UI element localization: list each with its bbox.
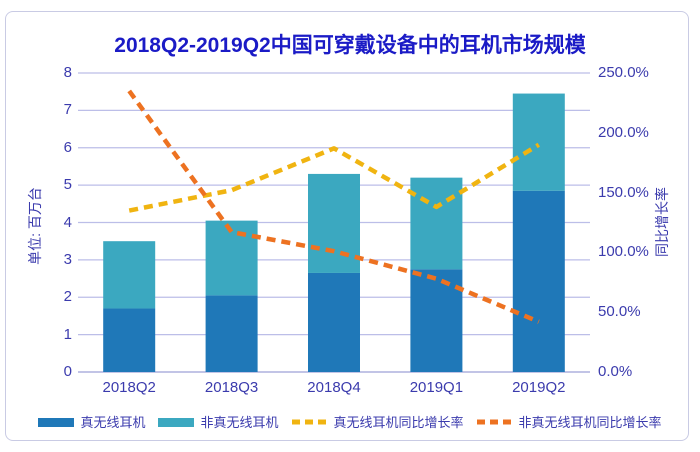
- left-axis-ticks-label: 3: [63, 250, 72, 268]
- growth-line: [127, 89, 540, 324]
- x-axis-ticks-label: 2019Q1: [409, 379, 464, 396]
- left-axis-ticks-label: 2: [63, 288, 72, 306]
- left-axis-ticks-label: 4: [63, 213, 72, 231]
- legend-label: 非真无线耳机: [200, 414, 279, 430]
- legend-label: 非真无线耳机同比增长率: [518, 414, 662, 430]
- bar-segment-tws: [410, 269, 463, 372]
- x-axis-ticks-label: 2018Q2: [102, 379, 156, 396]
- legend-label: 真无线耳机: [80, 414, 146, 430]
- left-axis-ticks-label: 5: [63, 176, 72, 194]
- bar-segment-non-tws: [308, 173, 360, 273]
- legend-item-non-tws-bar: 非真无线耳机: [158, 414, 279, 430]
- bar-segment-non-tws: [103, 241, 156, 309]
- x-axis-ticks-label: 2019Q2: [512, 379, 566, 396]
- chart-title: 2018Q2-2019Q2中国可穿戴设备中的耳机市场规模: [114, 34, 586, 57]
- right-axis-ticks-label: 100.0%: [598, 243, 649, 261]
- left-axis-ticks-label: 6: [63, 138, 72, 156]
- bar-segment-non-tws: [205, 220, 258, 296]
- right-axis-ticks-label: 150.0%: [598, 183, 649, 201]
- legend-item-tws-bar: 真无线耳机: [38, 415, 145, 430]
- left-axis-ticks-label: 0: [63, 363, 72, 380]
- right-axis-ticks-label: 200.0%: [598, 123, 649, 141]
- right-axis-ticks-label: 0.0%: [598, 363, 633, 380]
- tws-bar-swatch-icon: [38, 417, 75, 427]
- right-axis-title: 同比增长率: [654, 187, 670, 257]
- x-axis-ticks-label: 2018Q4: [307, 379, 361, 396]
- bar-segment-tws: [205, 295, 258, 372]
- legend-item-tws-growth-line: 真无线耳机同比增长率: [291, 414, 464, 430]
- legend-item-non-tws-growth-line: 非真无线耳机同比增长率: [476, 414, 662, 430]
- bar-segment-tws: [308, 272, 360, 372]
- left-axis-ticks-label: 1: [63, 325, 72, 343]
- bar-segment-non-tws: [410, 177, 463, 270]
- bar-segment-tws: [103, 308, 156, 372]
- left-axis-ticks-label: 7: [63, 101, 72, 119]
- legend-label: 真无线耳机同比增长率: [333, 414, 464, 430]
- non-tws-growth-dashed-line-icon: [476, 419, 513, 425]
- legend: 真无线耳机 非真无线耳机 真无线耳机同比增长率 非真无线耳机同比增长率: [0, 412, 700, 432]
- non-tws-bar-swatch-icon: [158, 417, 195, 427]
- x-axis-ticks-label: 2018Q3: [204, 379, 259, 396]
- growth-line: [128, 142, 540, 213]
- bar-segment-non-tws: [512, 93, 565, 191]
- bar-segment-tws: [512, 190, 565, 372]
- left-axis-ticks-label: 8: [63, 64, 72, 81]
- left-axis-title: 单位: 百万台: [27, 187, 43, 265]
- tws-growth-dashed-line-icon: [291, 419, 328, 425]
- right-axis-ticks-label: 50.0%: [598, 303, 641, 321]
- right-axis-ticks-label: 250.0%: [598, 64, 649, 81]
